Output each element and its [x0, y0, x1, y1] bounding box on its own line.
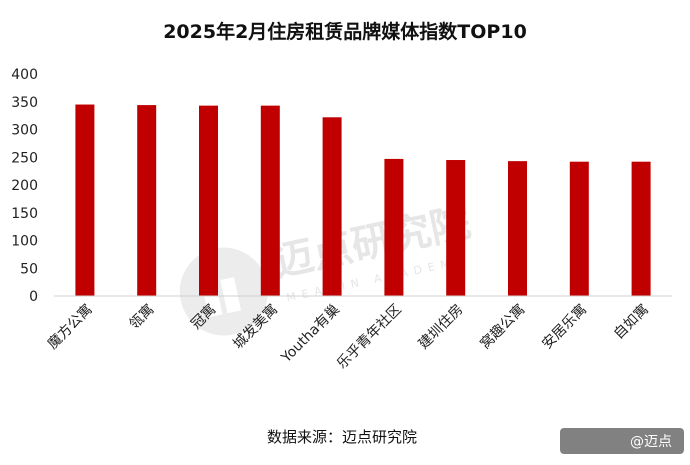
x-tick-label: 窝趣公寓 — [477, 301, 529, 353]
y-tick-label: 200 — [11, 178, 38, 194]
bar — [137, 105, 157, 296]
bar — [75, 104, 95, 297]
y-tick-label: 350 — [11, 95, 38, 111]
source-note: 数据来源：迈点研究院 — [267, 428, 417, 446]
x-tick-label: Youtha有巢 — [278, 302, 343, 367]
x-tick-label: 自如寓 — [610, 301, 652, 343]
x-tick-label: 安居乐寓 — [539, 301, 591, 353]
bars — [75, 104, 651, 297]
chart-title: 2025年2月住房租赁品牌媒体指数TOP10 — [163, 20, 527, 43]
bar — [260, 105, 280, 296]
bar — [508, 161, 527, 296]
y-tick-label: 50 — [20, 261, 38, 277]
y-tick-label: 250 — [11, 150, 38, 166]
corner-badge: @迈点 — [560, 428, 684, 454]
bar — [569, 161, 589, 296]
bar — [199, 105, 218, 296]
x-tick-label: 瓴寓 — [126, 301, 158, 333]
y-tick-label: 300 — [11, 123, 38, 139]
y-tick-label: 100 — [11, 234, 38, 250]
x-tick-label: 乐乎青年社区 — [334, 302, 405, 373]
x-tick-label: 建圳住房 — [416, 302, 467, 353]
bar — [322, 117, 342, 296]
y-tick-label: 400 — [11, 67, 38, 83]
bar — [631, 161, 651, 296]
y-tick-label: 150 — [11, 206, 38, 222]
bar — [446, 160, 466, 296]
corner-label: @迈点 — [630, 434, 672, 450]
y-tick-label: 0 — [29, 289, 38, 305]
y-axis: 0 50 100 150 200 250 300 350 400 — [11, 67, 38, 305]
x-tick-label: 魔方公寓 — [44, 301, 96, 353]
bar — [384, 158, 404, 296]
